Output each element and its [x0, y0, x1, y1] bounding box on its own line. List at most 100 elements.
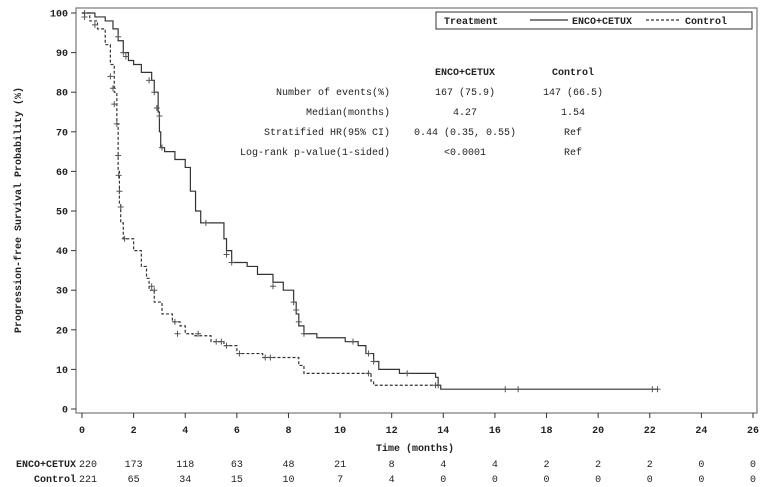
x-tick-label: 20 — [592, 426, 604, 437]
censor-mark — [213, 338, 220, 345]
censor-mark — [146, 77, 153, 84]
censor-mark — [81, 13, 88, 20]
y-tick-label: 80 — [56, 89, 68, 100]
legend-title: Treatment — [444, 17, 498, 28]
at-risk-count: 48 — [282, 460, 294, 471]
legend-entry-enco: ENCO+CETUX — [572, 17, 632, 28]
censor-mark — [115, 152, 122, 159]
at-risk-count: 0 — [544, 475, 550, 486]
stats-row-label: Number of events(%) — [276, 87, 390, 99]
censor-mark — [349, 338, 356, 345]
x-tick-label: 8 — [285, 426, 291, 437]
censor-mark — [111, 101, 118, 108]
stats-column-header: Control — [552, 67, 594, 79]
x-tick-label: 2 — [131, 426, 137, 437]
at-risk-count: 0 — [595, 475, 601, 486]
at-risk-count: 4 — [440, 460, 446, 471]
stats-cell: 0.44 (0.35, 0.55) — [414, 127, 516, 139]
stats-column-header: ENCO+CETUX — [435, 68, 495, 79]
censor-mark — [159, 144, 166, 151]
censor-mark — [116, 188, 123, 195]
at-risk-count: 0 — [492, 475, 498, 486]
curve-control — [82, 12, 439, 386]
x-tick-label: 10 — [334, 426, 346, 437]
x-tick-label: 22 — [644, 426, 656, 437]
at-risk-count: 0 — [750, 475, 756, 486]
stats-cell: 1.54 — [561, 108, 585, 119]
at-risk-count: 221 — [79, 475, 97, 486]
censor-mark — [151, 287, 158, 294]
y-tick-label: 20 — [56, 326, 68, 337]
x-axis-label: Time (months) — [376, 443, 454, 455]
legend-entry-control: Control — [685, 16, 727, 28]
y-tick-label: 100 — [50, 10, 68, 21]
censor-mark — [109, 85, 116, 92]
censor-mark — [649, 386, 656, 393]
censor-mark — [218, 338, 225, 345]
censor-mark — [370, 358, 377, 365]
at-risk-count: 4 — [389, 475, 395, 486]
at-risk-table: ENCO+CETUX 220 173 118 63 48 21 8 4 4 2 2 2 0 0Control… — [16, 460, 756, 486]
x-tick-label: 12 — [386, 426, 398, 437]
at-risk-count: 0 — [647, 475, 653, 486]
censor-mark — [223, 251, 230, 258]
at-risk-label: Control — [34, 474, 76, 486]
at-risk-count: 2 — [647, 460, 653, 471]
at-risk-count: 2 — [595, 460, 601, 471]
at-risk-count: 15 — [231, 475, 243, 486]
at-risk-count: 0 — [750, 460, 756, 471]
censor-mark — [365, 350, 372, 357]
y-tick-label: 70 — [56, 128, 68, 139]
censor-mark — [404, 370, 411, 377]
censor-mark — [156, 112, 163, 119]
censor-mark — [115, 33, 122, 40]
stats-row-label: Log-rank p-value(1-sided) — [240, 147, 390, 159]
y-tick-label: 50 — [56, 208, 68, 219]
censor-mark — [115, 172, 122, 179]
y-tick-label: 10 — [56, 366, 68, 377]
x-tick-label: 24 — [695, 426, 707, 437]
at-risk-count: 65 — [128, 475, 140, 486]
censor-mark — [122, 53, 129, 60]
stats-cell: Ref — [564, 147, 582, 159]
censor-mark — [117, 204, 124, 211]
censor-mark — [228, 259, 235, 266]
y-tick-label: 30 — [56, 287, 68, 298]
at-risk-count: 173 — [125, 460, 143, 471]
censor-mark — [654, 386, 661, 393]
stats-cell: 4.27 — [453, 108, 477, 119]
stats-row-label: Median(months) — [306, 107, 390, 119]
censor-mark — [293, 307, 300, 313]
censor-mark — [202, 219, 209, 226]
stats-cell: Ref — [564, 127, 582, 139]
at-risk-count: 21 — [334, 460, 346, 471]
stats-cell: 167 (75.9) — [435, 87, 495, 99]
censor-mark — [365, 370, 372, 377]
censor-mark — [113, 120, 120, 127]
x-tick-label: 26 — [747, 426, 759, 437]
at-risk-count: 4 — [492, 460, 498, 471]
censor-mark — [120, 49, 127, 56]
stats-row-label: Stratified HR(95% CI) — [264, 127, 390, 139]
censor-mark — [515, 386, 522, 393]
at-risk-count: 7 — [337, 475, 343, 486]
censor-mark — [195, 330, 202, 337]
censor-mark — [295, 318, 302, 325]
y-tick-label: 60 — [56, 168, 68, 179]
censor-mark — [148, 283, 155, 290]
plot-frame — [75, 7, 758, 414]
legend-box — [435, 11, 753, 30]
legend: Treatment ENCO+CETUX Control — [435, 11, 753, 30]
y-axis-label: Progression-free Survival Probability (%… — [13, 87, 25, 333]
censor-mark — [171, 318, 178, 325]
censor-mark — [502, 386, 509, 393]
censor-mark — [174, 330, 181, 337]
at-risk-count: 118 — [176, 460, 194, 471]
x-tick-label: 4 — [182, 426, 188, 437]
censor-mark — [269, 283, 276, 290]
censor-mark — [91, 21, 98, 28]
curve-enco-cetux — [82, 12, 658, 390]
x-tick-label: 18 — [541, 426, 553, 437]
at-risk-count: 0 — [698, 460, 704, 471]
